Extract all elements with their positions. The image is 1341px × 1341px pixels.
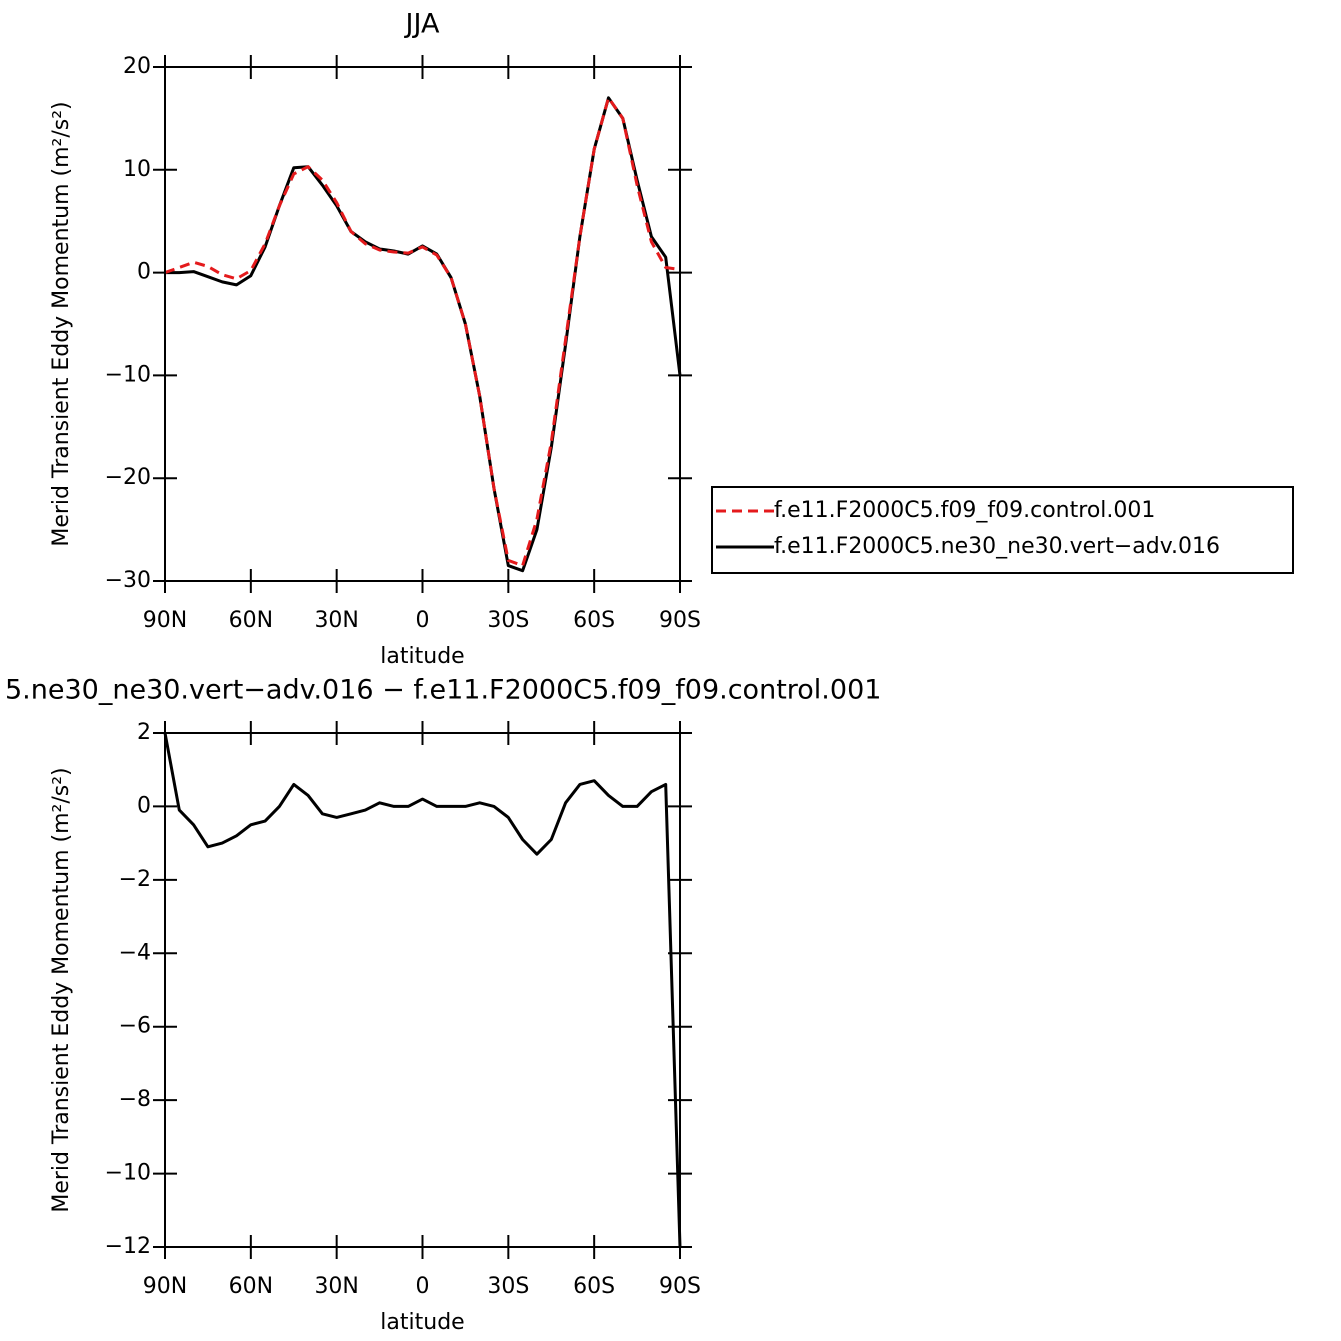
legend-box: [711, 486, 1294, 574]
y-tick-label: −4: [119, 940, 151, 965]
chart-title: 5.ne30_ne30.vert−adv.016 − f.e11.F2000C5…: [5, 675, 881, 706]
x-tick-label: 60S: [573, 608, 615, 633]
x-tick-label: 60N: [229, 1274, 273, 1299]
y-axis-label: Merid Transient Eddy Momentum (m²/s²): [49, 101, 74, 546]
y-axis-label: Merid Transient Eddy Momentum (m²/s²): [49, 767, 74, 1212]
y-tick-label: −10: [105, 1161, 151, 1186]
y-tick-label: 2: [137, 720, 151, 745]
y-tick-label: 0: [137, 260, 151, 285]
data-line: [163, 732, 682, 1248]
legend-label: f.e11.F2000C5.f09_f09.control.001: [774, 498, 1155, 523]
data-line: [165, 96, 682, 573]
x-tick-label: 0: [416, 1274, 430, 1299]
x-tick-label: 90N: [143, 608, 187, 633]
y-tick-label: 0: [137, 793, 151, 818]
x-tick-label: 30S: [487, 608, 529, 633]
y-tick-label: −30: [105, 568, 151, 593]
y-tick-label: −8: [119, 1087, 151, 1112]
plot-frame: [164, 732, 681, 1248]
x-tick-label: 30S: [487, 1274, 529, 1299]
data-line: [164, 96, 681, 568]
x-tick-label: 0: [416, 608, 430, 633]
x-tick-label: 60S: [573, 1274, 615, 1299]
legend-label: f.e11.F2000C5.ne30_ne30.vert−adv.016: [774, 534, 1220, 559]
y-tick-label: −2: [119, 867, 151, 892]
y-tick-label: −20: [105, 465, 151, 490]
y-tick-label: −10: [105, 362, 151, 387]
y-tick-label: 10: [123, 157, 151, 182]
x-tick-label: 30N: [314, 608, 358, 633]
x-tick-label: 90N: [143, 1274, 187, 1299]
x-tick-label: 90S: [659, 608, 701, 633]
y-tick-label: −12: [105, 1234, 151, 1259]
x-axis-label: latitude: [380, 1310, 464, 1335]
x-tick-label: 30N: [314, 1274, 358, 1299]
y-tick-label: 20: [123, 54, 151, 79]
plot-frame: [164, 66, 681, 582]
x-axis-label: latitude: [380, 644, 464, 669]
y-tick-label: −6: [119, 1014, 151, 1039]
x-tick-label: 90S: [659, 1274, 701, 1299]
x-tick-label: 60N: [229, 608, 273, 633]
chart-title: JJA: [404, 9, 440, 40]
